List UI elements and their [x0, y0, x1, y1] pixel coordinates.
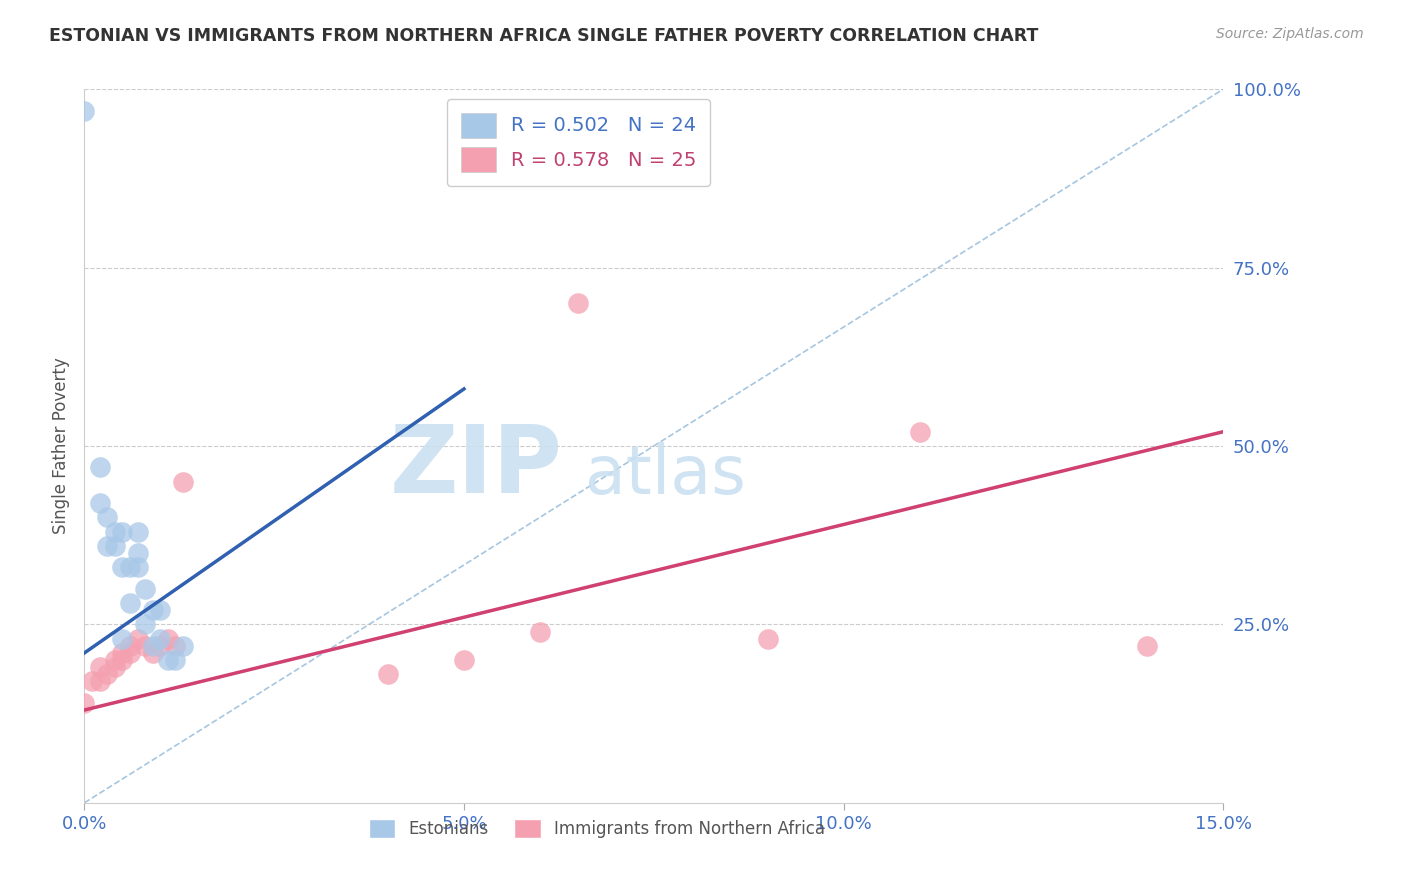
Point [73, 103, 96, 118]
Point [142, 646, 165, 660]
Point [96, 539, 118, 553]
Point [142, 603, 165, 617]
Point [104, 660, 127, 674]
Point [567, 296, 589, 310]
Point [156, 653, 179, 667]
Point [165, 653, 187, 667]
Point [756, 632, 779, 646]
Point [104, 653, 127, 667]
Point [1136, 639, 1159, 653]
Point [142, 639, 165, 653]
Point [111, 560, 134, 574]
Point [111, 653, 134, 667]
Point [149, 632, 172, 646]
Legend: Estonians, Immigrants from Northern Africa: Estonians, Immigrants from Northern Afri… [363, 812, 831, 845]
Point [156, 632, 179, 646]
Point [529, 624, 551, 639]
Point [172, 639, 194, 653]
Text: atlas: atlas [585, 442, 747, 508]
Point [111, 632, 134, 646]
Point [127, 560, 149, 574]
Point [172, 475, 194, 489]
Point [127, 546, 149, 560]
Point [127, 632, 149, 646]
Point [73, 696, 96, 710]
Point [89, 674, 111, 689]
Point [118, 560, 141, 574]
Point [104, 524, 127, 539]
Point [149, 639, 172, 653]
Point [111, 646, 134, 660]
Point [165, 639, 187, 653]
Point [89, 460, 111, 475]
Point [118, 646, 141, 660]
Point [149, 603, 172, 617]
Text: ZIP: ZIP [389, 421, 562, 514]
Y-axis label: Single Father Poverty: Single Father Poverty [52, 358, 70, 534]
Point [134, 639, 156, 653]
Point [111, 524, 134, 539]
Point [134, 617, 156, 632]
Point [80, 674, 103, 689]
Point [127, 524, 149, 539]
Point [89, 660, 111, 674]
Text: ESTONIAN VS IMMIGRANTS FROM NORTHERN AFRICA SINGLE FATHER POVERTY CORRELATION CH: ESTONIAN VS IMMIGRANTS FROM NORTHERN AFR… [49, 27, 1039, 45]
Point [96, 667, 118, 681]
Point [89, 496, 111, 510]
Point [104, 539, 127, 553]
Text: Source: ZipAtlas.com: Source: ZipAtlas.com [1216, 27, 1364, 41]
Point [453, 653, 475, 667]
Point [908, 425, 931, 439]
Point [134, 582, 156, 596]
Point [118, 639, 141, 653]
Point [377, 667, 399, 681]
Point [118, 596, 141, 610]
Point [96, 510, 118, 524]
